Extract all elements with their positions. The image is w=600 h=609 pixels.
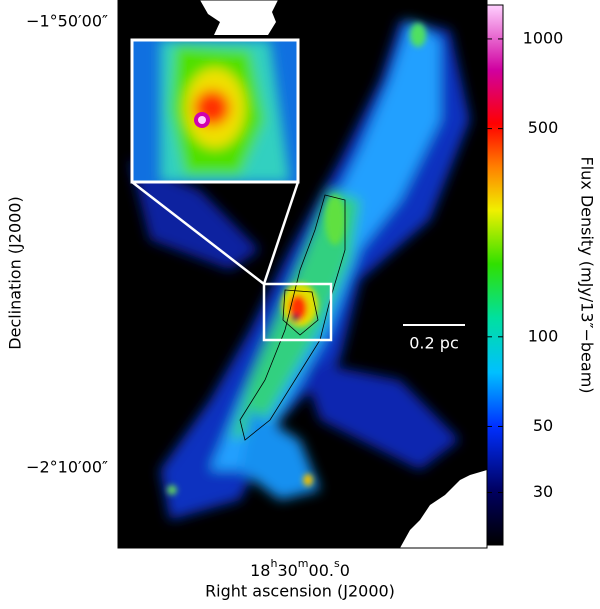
- x-tick-part: 00.: [309, 561, 334, 580]
- colorbar-tick-label: 100: [528, 326, 559, 345]
- colorbar-tick-label: 1000: [523, 28, 564, 47]
- x-tick-label: 18h30m00.s0: [250, 557, 350, 580]
- y-axis-label: Declination (J2000): [6, 196, 25, 349]
- x-tick-part: 18: [250, 561, 270, 580]
- x-tick-part: m: [298, 557, 309, 570]
- x-tick-part: 0: [340, 561, 350, 580]
- y-tick-label: −2°10′00″: [26, 458, 108, 477]
- colorbar-label: Flux Density (mJy/13″−beam): [578, 156, 597, 393]
- scale-bar-label: 0.2 pc: [409, 334, 458, 353]
- x-tick-part: h: [270, 557, 277, 570]
- colorbar-tick-label: 30: [533, 482, 553, 501]
- x-tick-part: 30: [277, 561, 297, 580]
- y-tick-label: −1°50′00″: [26, 12, 108, 31]
- map: 0.2 pc: [118, 0, 487, 548]
- x-tick-part: s: [334, 557, 340, 570]
- colorbar-tick-label: 500: [528, 118, 559, 137]
- colorbar: [486, 4, 504, 546]
- x-axis-label: Right ascension (J2000): [205, 582, 395, 601]
- colorbar-tick-label: 50: [533, 416, 553, 435]
